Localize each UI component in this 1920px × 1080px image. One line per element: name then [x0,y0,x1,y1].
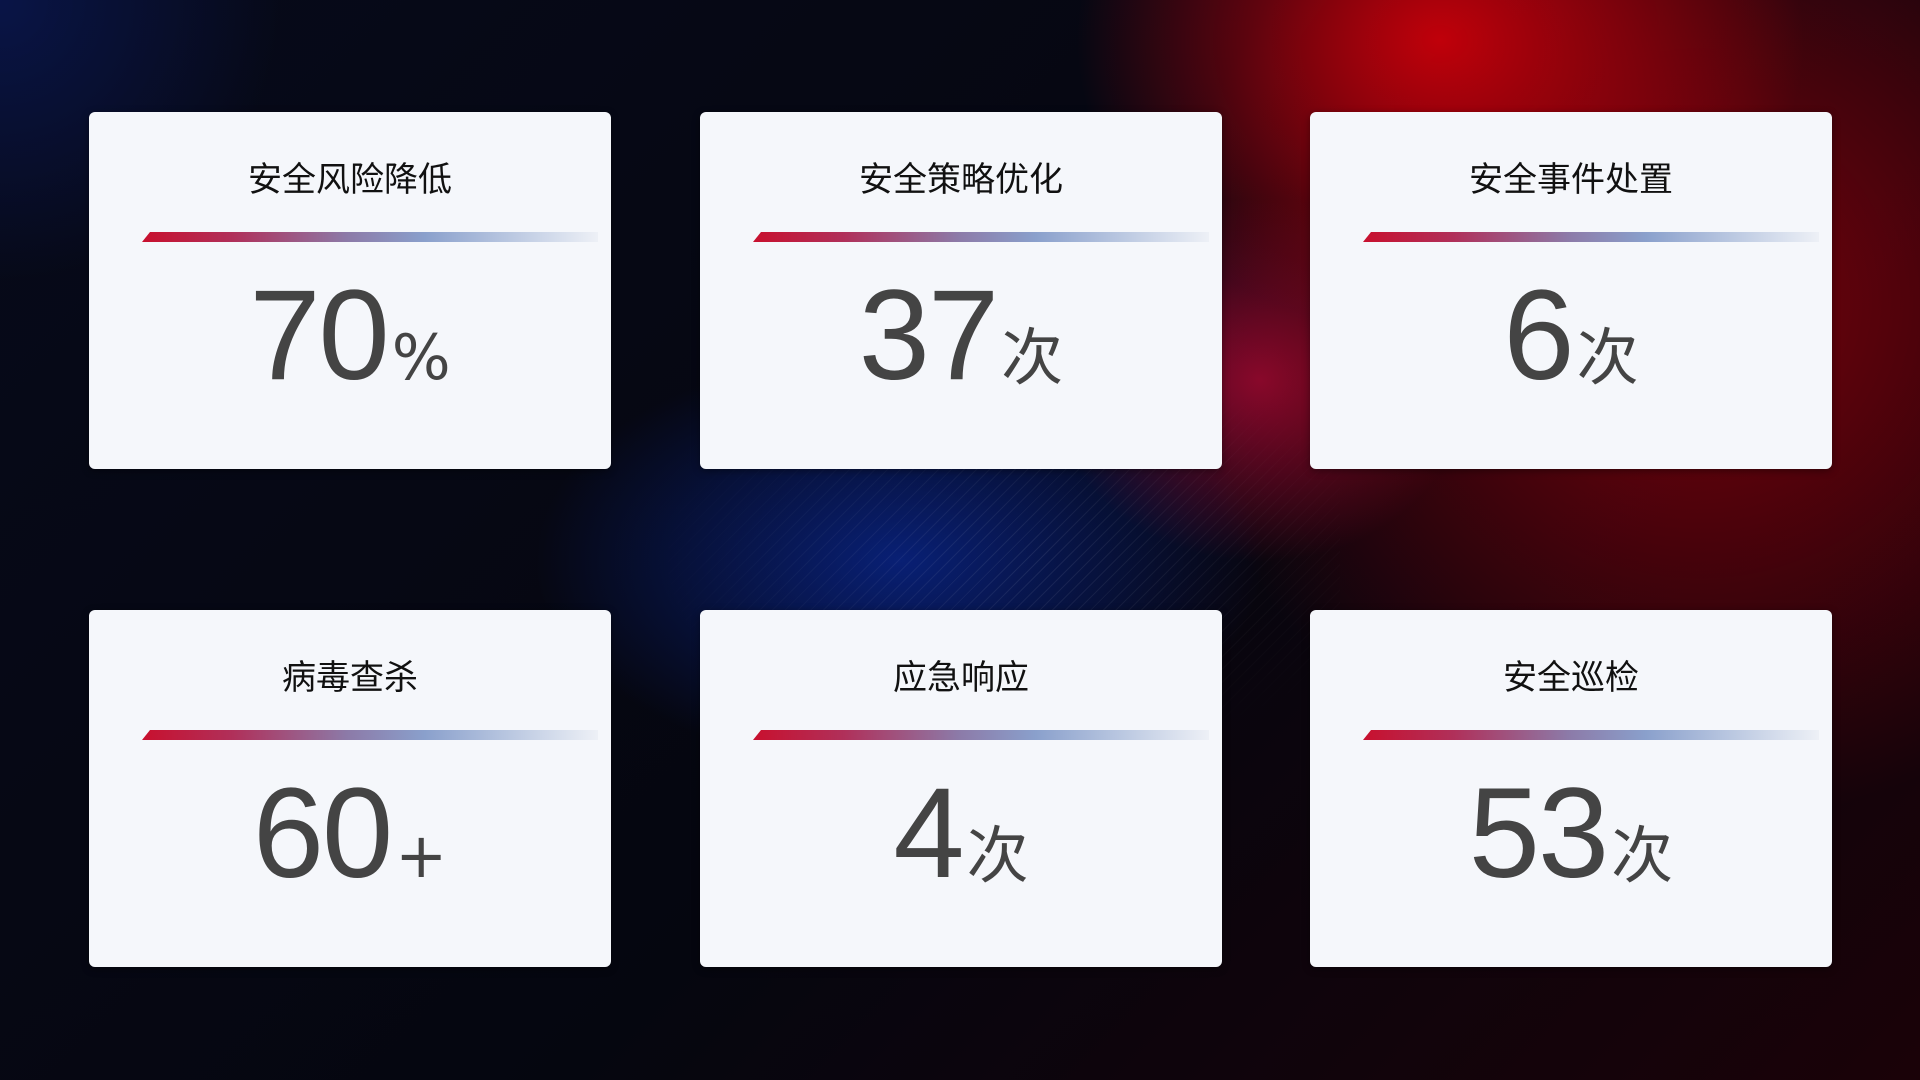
stat-unit: 次 [966,819,1029,892]
stat-value: 6次 [1310,262,1832,409]
title-underline [142,232,598,242]
stat-card: 安全策略优化 37次 [700,112,1222,469]
title-underline [753,232,1209,242]
stat-title: 应急响应 [893,658,1029,698]
stat-title: 安全风险降低 [248,160,452,200]
title-underline [753,730,1209,740]
title-underline [1363,232,1819,242]
stat-value: 60+ [89,760,611,907]
stat-unit: % [391,321,451,394]
stat-value: 70% [89,262,611,409]
stat-title: 安全巡检 [1503,658,1639,698]
title-underline [142,730,598,740]
stat-unit: 次 [1001,321,1064,394]
stat-card: 病毒查杀 60+ [89,610,611,967]
stat-title: 安全策略优化 [859,160,1063,200]
stat-card: 应急响应 4次 [700,610,1222,967]
stat-number: 37 [858,264,999,407]
stat-title: 安全事件处置 [1469,160,1673,200]
stat-card: 安全风险降低 70% [89,112,611,469]
stat-unit: + [395,819,448,892]
stat-card: 安全事件处置 6次 [1310,112,1832,469]
stat-number: 53 [1468,762,1609,905]
title-underline [1363,730,1819,740]
stat-title: 病毒查杀 [282,658,418,698]
stat-number: 6 [1503,264,1574,407]
stat-card: 安全巡检 53次 [1310,610,1832,967]
stat-unit: 次 [1611,819,1674,892]
stat-number: 4 [893,762,964,905]
stat-value: 4次 [700,760,1222,907]
stat-number: 60 [252,762,393,905]
stat-value: 37次 [700,262,1222,409]
stat-unit: 次 [1576,321,1639,394]
stat-value: 53次 [1310,760,1832,907]
stat-number: 70 [249,264,389,407]
